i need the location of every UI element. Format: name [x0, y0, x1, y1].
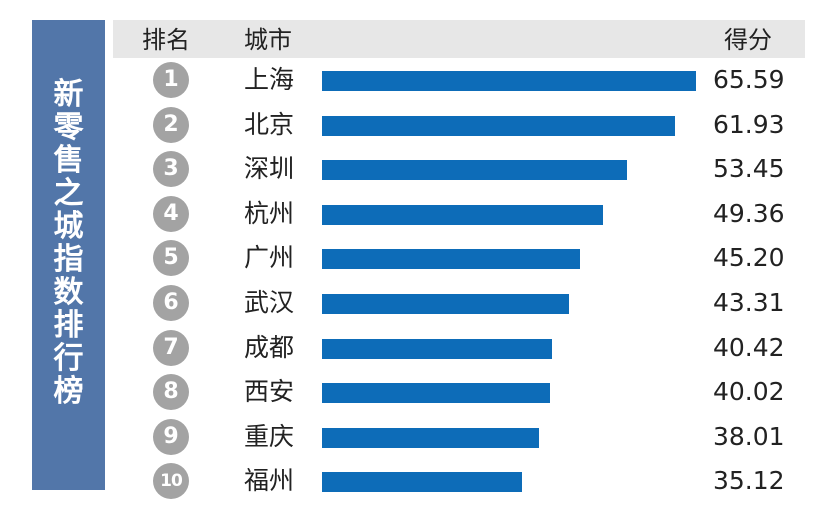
- rank-badge: 10: [153, 463, 189, 500]
- city-label: 深圳: [244, 154, 295, 184]
- city-label: 广州: [244, 243, 295, 273]
- score-bar: [322, 115, 676, 136]
- chart-row: 3 深圳 53.45: [0, 147, 837, 191]
- rank-badge: 3: [153, 151, 189, 188]
- chart-row: 8 西安 40.02: [0, 370, 837, 414]
- chart-row: 9 重庆 38.01: [0, 415, 837, 459]
- score-bar: [322, 472, 523, 493]
- chart-row: 5 广州 45.20: [0, 236, 837, 280]
- score-value-label: 38.01: [713, 421, 785, 451]
- score-bar: [322, 427, 539, 448]
- title-sidebar: 新零售之城指数排行榜: [32, 20, 105, 490]
- score-value-label: 40.42: [713, 332, 785, 362]
- chart-row: 6 武汉 43.31: [0, 281, 837, 325]
- score-bar: [322, 249, 580, 270]
- city-label: 成都: [244, 332, 295, 362]
- chart-row: 4 杭州 49.36: [0, 192, 837, 236]
- rank-badge: 2: [153, 106, 189, 143]
- score-value-label: 49.36: [713, 198, 785, 228]
- city-label: 上海: [244, 65, 295, 94]
- rank-badge: 4: [153, 195, 189, 232]
- score-value-label: 40.02: [713, 377, 785, 407]
- rank-badge: 7: [153, 329, 189, 366]
- score-value-label: 45.20: [713, 243, 785, 273]
- score-value-label: 65.59: [713, 65, 785, 94]
- chart-row: 1 上海 65.59: [0, 58, 837, 102]
- score-bar: [322, 204, 604, 225]
- chart-row: 10 福州 35.12: [0, 459, 837, 503]
- score-value-label: 53.45: [713, 154, 785, 184]
- rank-badge: 6: [153, 285, 189, 321]
- score-bar: [322, 383, 551, 404]
- city-column-header: 城市: [244, 26, 292, 54]
- score-value-label: 35.12: [713, 466, 785, 496]
- score-bar: [322, 338, 553, 359]
- city-label: 杭州: [244, 198, 295, 228]
- chart-row: 2 北京 61.93: [0, 103, 837, 147]
- rank-badge: 9: [153, 418, 189, 455]
- rank-badge: 5: [153, 240, 189, 277]
- chart-row: 7 成都 40.42: [0, 326, 837, 370]
- city-label: 北京: [244, 109, 295, 139]
- rank-badge: 8: [153, 374, 189, 411]
- chart-title: 新零售之城指数排行榜: [53, 77, 84, 409]
- score-value-label: 61.93: [713, 109, 785, 139]
- rank-column-header: 排名: [142, 26, 190, 54]
- score-bar: [322, 160, 627, 181]
- score-bar: [322, 294, 569, 314]
- header-band: [113, 20, 805, 58]
- score-bar: [322, 71, 696, 91]
- city-label: 武汉: [244, 288, 295, 317]
- rank-badge: 1: [153, 62, 189, 98]
- city-label: 福州: [244, 466, 295, 496]
- city-label: 重庆: [244, 421, 295, 451]
- score-value-label: 43.31: [713, 288, 785, 317]
- city-label: 西安: [244, 377, 295, 407]
- score-column-header: 得分: [724, 26, 772, 54]
